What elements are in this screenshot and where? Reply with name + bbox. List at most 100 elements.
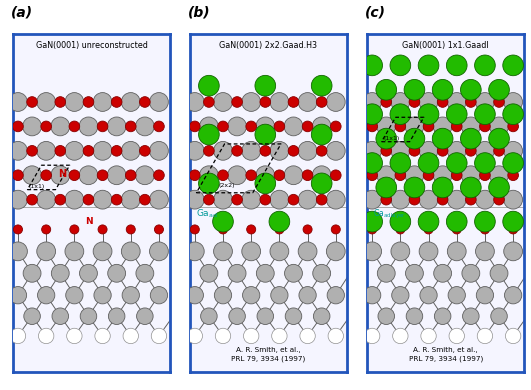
Circle shape xyxy=(475,211,495,232)
Circle shape xyxy=(284,166,303,184)
Circle shape xyxy=(406,264,423,282)
Circle shape xyxy=(419,190,438,209)
Circle shape xyxy=(391,190,410,209)
Circle shape xyxy=(509,225,518,234)
Circle shape xyxy=(135,166,155,184)
Circle shape xyxy=(140,145,150,156)
Circle shape xyxy=(83,145,94,156)
Circle shape xyxy=(476,92,494,112)
Circle shape xyxy=(55,145,66,156)
Circle shape xyxy=(70,225,79,234)
Circle shape xyxy=(432,80,453,100)
Circle shape xyxy=(447,92,466,112)
Text: A. R. Smith, et al.,
PRL 79, 3934 (1997): A. R. Smith, et al., PRL 79, 3934 (1997) xyxy=(409,347,483,362)
Circle shape xyxy=(203,145,214,156)
Circle shape xyxy=(200,166,218,184)
Text: (a): (a) xyxy=(11,5,33,20)
Circle shape xyxy=(460,177,481,198)
Circle shape xyxy=(125,170,136,181)
Text: (2x2): (2x2) xyxy=(219,183,235,188)
Circle shape xyxy=(363,242,382,261)
Circle shape xyxy=(419,242,438,261)
Circle shape xyxy=(190,121,200,132)
Circle shape xyxy=(246,121,256,132)
Circle shape xyxy=(377,117,396,136)
Circle shape xyxy=(302,170,313,181)
Circle shape xyxy=(288,97,299,107)
Circle shape xyxy=(367,225,376,234)
Circle shape xyxy=(404,80,425,100)
Circle shape xyxy=(284,117,303,136)
Circle shape xyxy=(65,142,84,160)
Circle shape xyxy=(434,308,451,324)
Circle shape xyxy=(10,328,25,344)
Circle shape xyxy=(274,170,285,181)
Circle shape xyxy=(381,194,391,205)
Circle shape xyxy=(419,142,438,160)
Circle shape xyxy=(392,328,408,344)
Circle shape xyxy=(316,145,327,156)
Circle shape xyxy=(449,328,465,344)
Circle shape xyxy=(363,142,382,160)
Circle shape xyxy=(376,80,397,100)
Circle shape xyxy=(246,170,256,181)
Circle shape xyxy=(80,308,97,324)
Circle shape xyxy=(363,92,382,112)
Circle shape xyxy=(135,117,155,136)
Circle shape xyxy=(150,242,168,261)
Circle shape xyxy=(55,194,66,205)
Circle shape xyxy=(232,194,243,205)
Circle shape xyxy=(298,190,317,209)
Circle shape xyxy=(51,166,70,184)
Circle shape xyxy=(409,97,420,107)
Circle shape xyxy=(94,287,111,304)
Circle shape xyxy=(125,121,136,132)
Circle shape xyxy=(215,287,232,304)
Circle shape xyxy=(490,264,508,282)
Circle shape xyxy=(494,194,504,205)
Circle shape xyxy=(508,121,518,132)
Circle shape xyxy=(150,190,168,209)
Circle shape xyxy=(200,264,218,282)
Circle shape xyxy=(311,124,332,145)
Circle shape xyxy=(479,170,490,181)
Circle shape xyxy=(377,166,396,184)
Circle shape xyxy=(108,308,125,324)
Circle shape xyxy=(288,145,299,156)
Circle shape xyxy=(418,211,439,232)
Circle shape xyxy=(433,166,452,184)
Text: A. R. Smith, et al.,
PRL 79, 3934 (1997): A. R. Smith, et al., PRL 79, 3934 (1997) xyxy=(232,347,305,362)
Circle shape xyxy=(256,166,275,184)
Circle shape xyxy=(390,104,410,124)
Circle shape xyxy=(190,170,200,181)
Circle shape xyxy=(185,142,204,160)
Circle shape xyxy=(65,190,84,209)
Circle shape xyxy=(52,264,69,282)
Circle shape xyxy=(83,97,94,107)
Circle shape xyxy=(396,225,405,234)
Circle shape xyxy=(438,145,448,156)
Circle shape xyxy=(93,92,112,112)
Circle shape xyxy=(275,225,284,234)
Circle shape xyxy=(362,211,382,232)
Circle shape xyxy=(451,121,462,132)
Circle shape xyxy=(390,55,410,76)
Circle shape xyxy=(313,308,330,324)
Circle shape xyxy=(298,92,317,112)
Circle shape xyxy=(476,287,494,304)
Circle shape xyxy=(140,97,150,107)
Circle shape xyxy=(418,55,439,76)
Circle shape xyxy=(438,97,448,107)
Circle shape xyxy=(8,190,28,209)
Circle shape xyxy=(112,145,122,156)
Circle shape xyxy=(298,242,317,261)
Circle shape xyxy=(255,124,276,145)
Circle shape xyxy=(126,225,135,234)
Text: (1x1): (1x1) xyxy=(383,136,399,141)
Circle shape xyxy=(419,92,438,112)
Circle shape xyxy=(330,170,341,181)
Circle shape xyxy=(409,194,420,205)
Circle shape xyxy=(503,153,524,174)
Circle shape xyxy=(420,287,437,304)
Circle shape xyxy=(272,328,287,344)
